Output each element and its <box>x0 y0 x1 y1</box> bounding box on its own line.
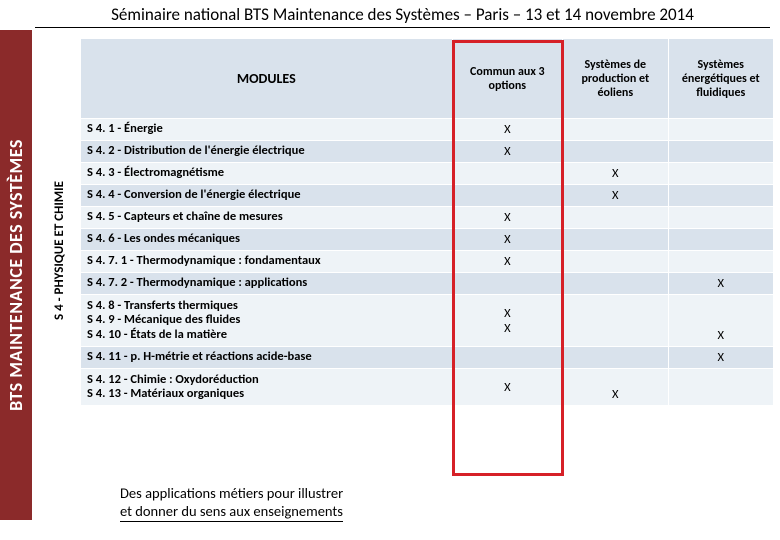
mark-cell <box>563 273 668 295</box>
mark-cell <box>452 347 562 369</box>
footnote-text: Des applications métiers pour illustrer … <box>120 484 343 522</box>
mark-cell <box>563 295 668 347</box>
table-row: S 4. 8 - Transferts thermiques S 4. 9 - … <box>81 295 774 347</box>
mark-cell <box>668 251 773 273</box>
mark-cell: X <box>452 141 562 163</box>
mark-cell <box>668 163 773 185</box>
module-label: S 4. 12 - Chimie : Oxydoréduction S 4. 1… <box>81 369 453 406</box>
modules-table: MODULES Commun aux 3 options Systèmes de… <box>80 38 774 406</box>
mark-cell <box>668 207 773 229</box>
mark-cell: X <box>668 273 773 295</box>
mark-cell: X <box>452 119 562 141</box>
table-row: S 4. 2 - Distribution de l'énergie élect… <box>81 141 774 163</box>
module-label: S 4. 11 - p. H-métrie et réactions acide… <box>81 347 453 369</box>
table-row: S 4. 3 - Électromagnétisme X <box>81 163 774 185</box>
table-row: S 4. 6 - Les ondes mécaniquesX <box>81 229 774 251</box>
vertical-title-sub-text: S 4 - PHYSIQUE ET CHIMIE <box>52 181 67 320</box>
table-body: S 4. 1 - ÉnergieXS 4. 2 - Distribution d… <box>81 119 774 406</box>
table-row: S 4. 1 - ÉnergieX <box>81 119 774 141</box>
module-label: S 4. 7. 2 - Thermodynamique : applicatio… <box>81 273 453 295</box>
col-energetiques-fluidiques: Systèmes énergétiques et fluidiques <box>668 39 773 119</box>
table-row: S 4. 4 - Conversion de l'énergie électri… <box>81 185 774 207</box>
mark-cell: X <box>452 251 562 273</box>
mark-cell: X <box>452 207 562 229</box>
table-row: S 4. 7. 1 - Thermodynamique : fondamenta… <box>81 251 774 273</box>
module-label: S 4. 8 - Transferts thermiques S 4. 9 - … <box>81 295 453 347</box>
col-production-eoliens: Systèmes de production et éoliens <box>563 39 668 119</box>
mark-cell <box>668 141 773 163</box>
module-label: S 4. 6 - Les ondes mécaniques <box>81 229 453 251</box>
mark-cell: X <box>563 369 668 406</box>
mark-cell: X <box>452 229 562 251</box>
vertical-title-main: BTS MAINTENANCE DES SYSTÈMES <box>0 30 32 520</box>
mark-cell <box>668 119 773 141</box>
mark-cell: X <box>563 163 668 185</box>
mark-cell <box>563 141 668 163</box>
mark-cell: X <box>668 347 773 369</box>
mark-cell <box>563 207 668 229</box>
mark-cell: X X <box>452 295 562 347</box>
module-label: S 4. 4 - Conversion de l'énergie électri… <box>81 185 453 207</box>
table-row: S 4. 11 - p. H-métrie et réactions acide… <box>81 347 774 369</box>
vertical-title-main-text: BTS MAINTENANCE DES SYSTÈMES <box>5 139 27 411</box>
col-modules: MODULES <box>81 39 453 119</box>
mark-cell <box>668 229 773 251</box>
page-header: Séminaire national BTS Maintenance des S… <box>35 4 770 28</box>
mark-cell: X <box>668 295 773 347</box>
module-label: S 4. 5 - Capteurs et chaîne de mesures <box>81 207 453 229</box>
modules-table-wrap: MODULES Commun aux 3 options Systèmes de… <box>80 38 774 406</box>
mark-cell <box>452 163 562 185</box>
mark-cell: X <box>452 369 562 406</box>
mark-cell <box>563 119 668 141</box>
module-label: S 4. 1 - Énergie <box>81 119 453 141</box>
mark-cell <box>563 251 668 273</box>
module-label: S 4. 2 - Distribution de l'énergie élect… <box>81 141 453 163</box>
mark-cell <box>668 369 773 406</box>
col-common: Commun aux 3 options <box>452 39 562 119</box>
table-row: S 4. 5 - Capteurs et chaîne de mesuresX <box>81 207 774 229</box>
mark-cell <box>452 273 562 295</box>
vertical-title-sub: S 4 - PHYSIQUE ET CHIMIE <box>47 140 71 360</box>
mark-cell <box>668 185 773 207</box>
table-row: S 4. 12 - Chimie : Oxydoréduction S 4. 1… <box>81 369 774 406</box>
table-row: S 4. 7. 2 - Thermodynamique : applicatio… <box>81 273 774 295</box>
mark-cell <box>563 347 668 369</box>
mark-cell <box>563 229 668 251</box>
mark-cell <box>452 185 562 207</box>
module-label: S 4. 7. 1 - Thermodynamique : fondamenta… <box>81 251 453 273</box>
table-header-row: MODULES Commun aux 3 options Systèmes de… <box>81 39 774 119</box>
module-label: S 4. 3 - Électromagnétisme <box>81 163 453 185</box>
mark-cell: X <box>563 185 668 207</box>
